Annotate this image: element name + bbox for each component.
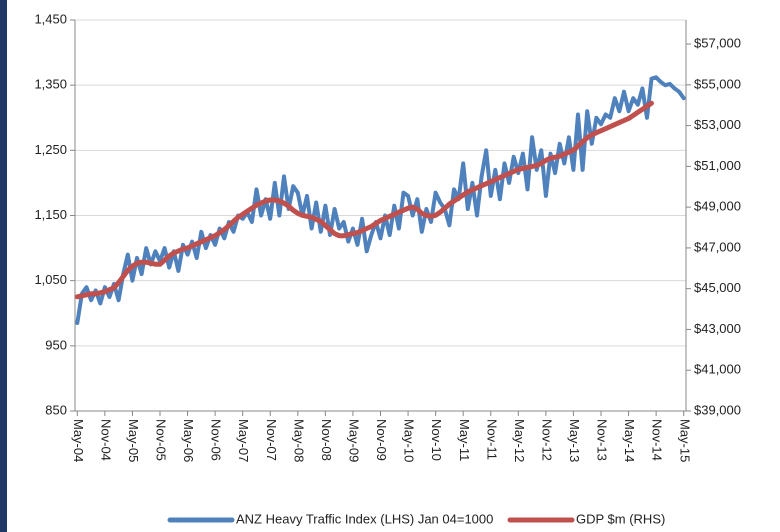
x-tick-label: May-10 <box>402 419 417 462</box>
x-tick-label: May-08 <box>291 419 306 462</box>
y2-tick-label: $47,000 <box>694 239 741 254</box>
y-tick-label: 1,350 <box>34 77 67 92</box>
x-tick-label: May-07 <box>236 419 251 462</box>
x-tick-label: May-05 <box>126 419 141 462</box>
y-tick-label: 1,150 <box>34 207 67 222</box>
x-tick-label: Nov-06 <box>209 419 224 461</box>
x-tick-label: May-09 <box>346 419 361 462</box>
y-tick-label: 950 <box>45 337 67 352</box>
x-tick-label: Nov-11 <box>484 419 499 460</box>
x-tick-label: Nov-10 <box>429 419 444 461</box>
y2-tick-label: $55,000 <box>694 76 741 91</box>
x-tick-label: Nov-14 <box>650 419 665 461</box>
legend-label: ANZ Heavy Traffic Index (LHS) Jan 04=100… <box>236 511 493 526</box>
y-tick-label: 1,250 <box>34 142 67 157</box>
y2-tick-label: $51,000 <box>694 158 741 173</box>
y-tick-label: 1,450 <box>34 11 67 26</box>
y2-tick-label: $39,000 <box>694 402 741 417</box>
legend-label: GDP $m (RHS) <box>576 511 665 526</box>
x-tick-label: Nov-09 <box>374 419 389 461</box>
side-strip <box>0 0 7 532</box>
y-tick-label: 1,050 <box>34 272 67 287</box>
x-tick-label: May-12 <box>512 419 527 462</box>
y2-tick-label: $41,000 <box>694 362 741 377</box>
x-tick-label: May-14 <box>622 419 637 462</box>
y2-tick-label: $45,000 <box>694 280 741 295</box>
x-tick-label: May-15 <box>677 419 692 462</box>
x-tick-label: May-04 <box>71 419 86 462</box>
y2-tick-label: $57,000 <box>694 35 741 50</box>
series-line <box>75 75 686 325</box>
x-tick-label: May-11 <box>457 419 472 461</box>
x-tick-label: Nov-07 <box>264 419 279 461</box>
x-tick-label: Nov-05 <box>154 419 169 461</box>
y2-tick-label: $43,000 <box>694 321 741 336</box>
y2-tick-label: $49,000 <box>694 199 741 214</box>
y2-tick-label: $53,000 <box>694 117 741 132</box>
series-line <box>74 100 654 300</box>
y-tick-label: 850 <box>45 402 67 417</box>
x-tick-label: May-06 <box>181 419 196 462</box>
x-tick-label: May-13 <box>567 419 582 462</box>
x-tick-label: Nov-12 <box>539 419 554 461</box>
x-tick-label: Nov-04 <box>98 419 113 461</box>
x-tick-label: Nov-08 <box>319 419 334 461</box>
x-tick-label: Nov-13 <box>595 419 610 461</box>
